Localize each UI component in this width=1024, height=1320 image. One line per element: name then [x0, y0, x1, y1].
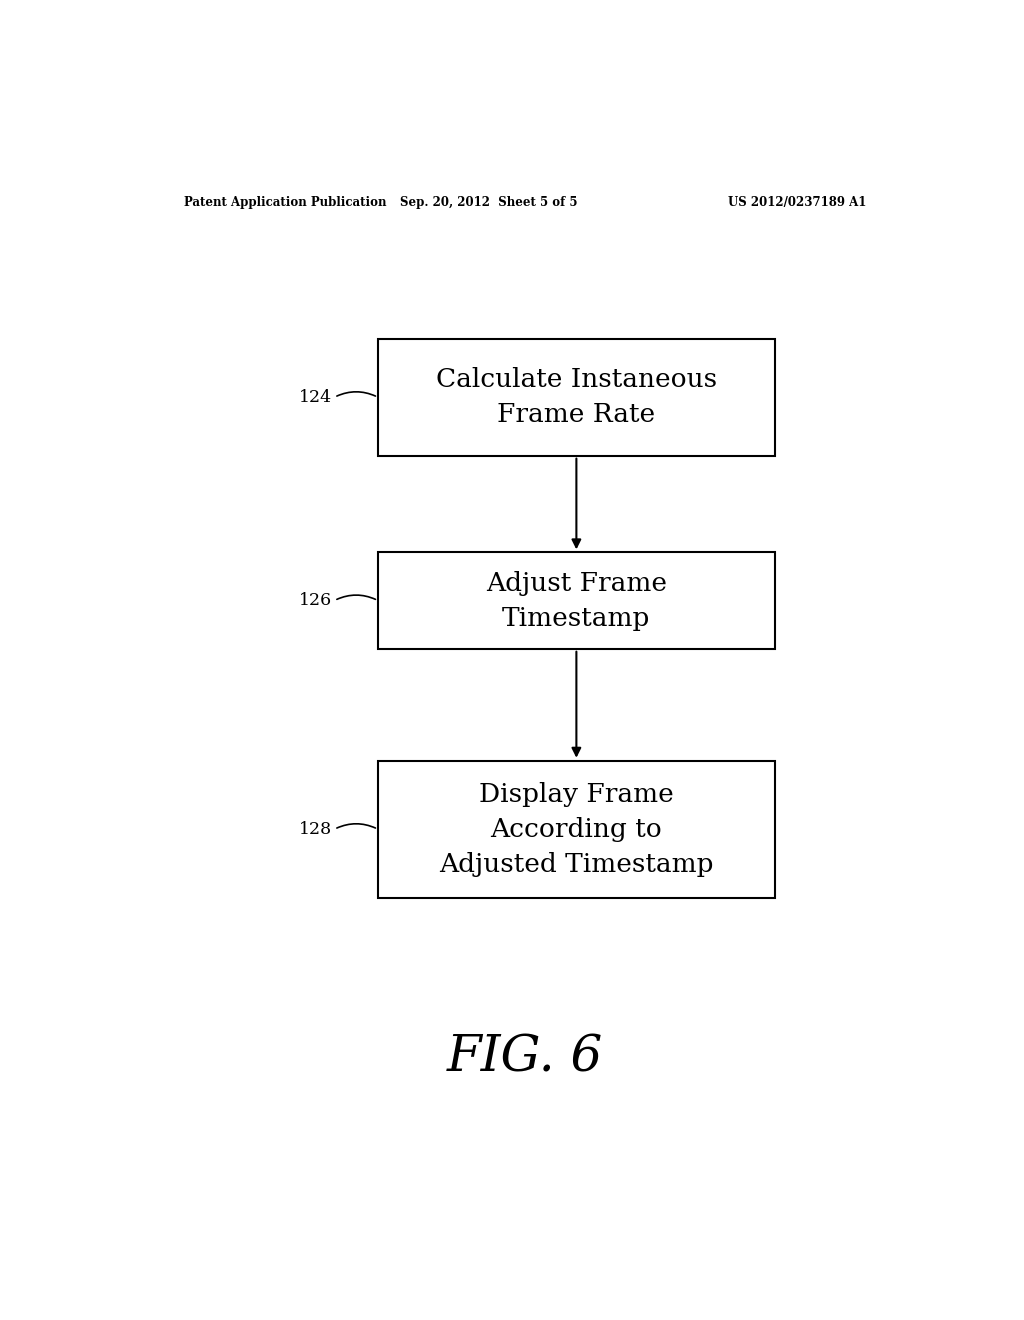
- Text: FIG. 6: FIG. 6: [446, 1034, 603, 1082]
- Text: Adjust Frame
Timestamp: Adjust Frame Timestamp: [485, 570, 667, 631]
- Bar: [378, 552, 775, 649]
- Text: Patent Application Publication: Patent Application Publication: [183, 195, 386, 209]
- Text: 128: 128: [299, 821, 332, 838]
- Bar: [378, 760, 775, 898]
- Text: Display Frame
According to
Adjusted Timestamp: Display Frame According to Adjusted Time…: [439, 781, 714, 876]
- Text: Calculate Instaneous
Frame Rate: Calculate Instaneous Frame Rate: [436, 367, 717, 428]
- Text: 124: 124: [299, 389, 332, 405]
- Bar: [378, 339, 775, 455]
- Text: US 2012/0237189 A1: US 2012/0237189 A1: [728, 195, 866, 209]
- Text: Sep. 20, 2012  Sheet 5 of 5: Sep. 20, 2012 Sheet 5 of 5: [400, 195, 578, 209]
- Text: 126: 126: [299, 593, 332, 609]
